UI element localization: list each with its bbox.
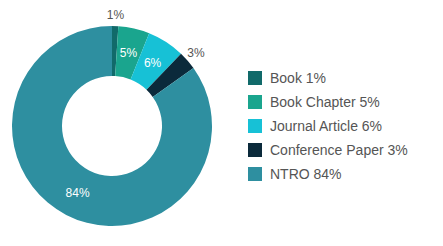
- svg-text:84%: 84%: [66, 186, 90, 200]
- html-text:NTRO 84%: NTRO 84%: [270, 166, 342, 182]
- svg-text:6%: 6%: [144, 56, 162, 70]
- html-text:Conference Paper 3%: Conference Paper 3%: [270, 142, 408, 158]
- html-text:Journal Article 6%: Journal Article 6%: [270, 118, 383, 134]
- svg-text:1%: 1%: [107, 8, 125, 22]
- html-text:Book Chapter 5%: Book Chapter 5%: [270, 94, 380, 110]
- svg-text:3%: 3%: [187, 46, 205, 60]
- html-text:Book 1%: Book 1%: [270, 70, 326, 86]
- svg-text:5%: 5%: [120, 46, 138, 60]
